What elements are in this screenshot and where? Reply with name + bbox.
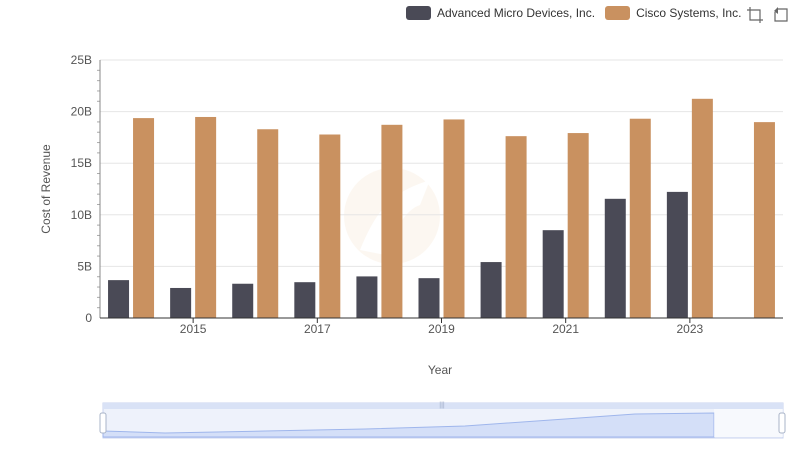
bar-cisco-2016[interactable] [257,129,279,318]
bar-cisco-2021[interactable] [567,133,589,318]
bar-amd-2016[interactable] [232,283,254,318]
legend-swatch-amd [406,6,431,20]
bar-amd-2021[interactable] [542,230,564,318]
restore-icon[interactable] [772,6,790,24]
y-tick-label: 10B [71,208,92,222]
data-zoom-slider[interactable]: ||| [99,402,786,439]
y-tick-label: 20B [71,105,92,119]
slider-left-handle[interactable] [99,412,107,434]
slider-data-shadow [102,412,715,438]
bar-amd-2019[interactable] [418,278,440,318]
zoom-icon[interactable] [746,6,764,24]
y-tick-label: 15B [71,156,92,170]
bar-cisco-2024[interactable] [753,122,775,318]
axes: 0 5B 10B 15B 20B 25B 2015 2017 2019 2021 2023 [71,53,783,336]
bar-cisco-2017[interactable] [319,134,341,318]
bar-cisco-2020[interactable] [505,136,527,318]
x-tick-label: 2017 [304,322,331,336]
bar-amd-2022[interactable] [604,198,626,318]
legend-item-amd[interactable]: Advanced Micro Devices, Inc. [406,6,595,20]
bar-amd-2018[interactable] [356,276,378,318]
x-axis-title: Year [428,363,452,377]
bar-cisco-2015[interactable] [195,116,217,318]
bar-amd-2014[interactable] [108,280,130,318]
bar-amd-2020[interactable] [480,262,502,318]
x-tick-label: 2021 [552,322,579,336]
bar-amd-2017[interactable] [294,282,316,318]
bar-cisco-2023[interactable] [691,98,713,319]
slider-top-bar[interactable] [103,403,783,409]
legend-swatch-cisco [605,6,631,20]
legend-label-cisco: Cisco Systems, Inc. [636,6,742,20]
y-tick-label: 25B [71,53,92,67]
legend-item-cisco[interactable]: Cisco Systems, Inc. [605,6,741,20]
bar-cisco-2019[interactable] [443,119,465,318]
bar-cisco-2018[interactable] [381,124,403,318]
bar-amd-2023[interactable] [666,191,688,318]
bar-cisco-2022[interactable] [629,118,651,319]
x-tick-label: 2015 [180,322,207,336]
slider-right-handle[interactable] [778,412,786,434]
legend-label-amd: Advanced Micro Devices, Inc. [437,6,596,20]
slider-grip-icon[interactable]: ||| [439,402,445,409]
bar-cisco-2014[interactable] [133,118,155,319]
bar-amd-2015[interactable] [170,287,192,318]
y-tick-label: 0 [85,311,92,325]
bars [108,98,775,319]
y-axis-title: Cost of Revenue [39,144,53,234]
x-tick-label: 2019 [428,322,455,336]
x-tick-label: 2023 [677,322,704,336]
y-tick-label: 5B [77,259,92,273]
toolbox [746,6,790,24]
legend: Advanced Micro Devices, Inc. Cisco Syste… [406,4,751,22]
